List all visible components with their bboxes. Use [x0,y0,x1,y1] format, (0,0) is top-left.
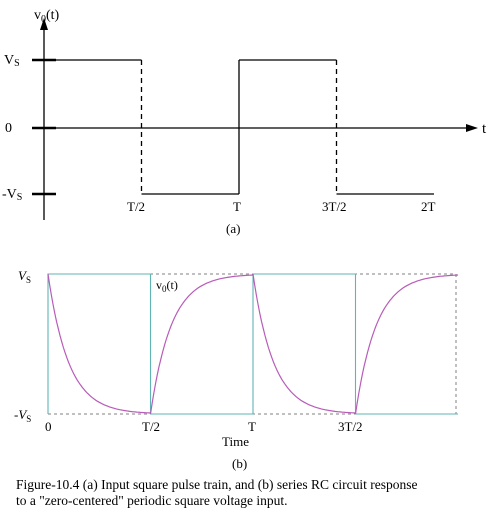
panel-b-label: (b) [232,456,247,471]
square-wave-dashed-edges [44,59,434,195]
response-curve-label: v0(t) [156,278,178,294]
caption-line-1: Figure-10.4 (a) Input square pulse train… [16,477,418,492]
level-label-vs: VS [4,53,20,69]
caption-line-2: to a "zero-centered" periodic square vol… [16,493,288,508]
time-tick-two-t: 2T [421,199,436,214]
time-tick-three-half-t: 3T/2 [322,199,347,214]
panel-b-x-title: Time [222,434,249,449]
rc-response-curve [47,273,459,415]
panel-b-level-vs: VS [18,268,31,285]
time-tick-half-t: T/2 [127,199,145,214]
panel-a-y-title: v0(t) [34,8,60,25]
panel-b-tick-zero: 0 [45,419,52,434]
panel-a: v0(t) t VS 0 -VS T/2 T 3T/2 2T (a) [2,8,487,236]
panel-b-tick-three-half-t: 3T/2 [338,419,363,434]
panel-a-x-title: t [482,121,487,137]
panel-b-level-neg-vs: -VS [14,407,31,424]
panel-a-x-arrowhead [466,124,478,132]
level-label-neg-vs: -VS [2,187,22,203]
panel-b-tick-half-t: T/2 [142,419,160,434]
panel-b-tick-t: T [248,419,256,434]
figure-caption: Figure-10.4 (a) Input square pulse train… [16,477,496,509]
panel-b: VS -VS v0(t) 0 T/2 T 3T/2 Time (b) [14,268,459,471]
time-tick-t: T [233,199,241,214]
panel-a-label: (a) [226,221,240,236]
panel-a-y-arrowhead [40,18,48,30]
level-label-zero: 0 [5,121,12,136]
square-wave-reference [47,273,458,415]
